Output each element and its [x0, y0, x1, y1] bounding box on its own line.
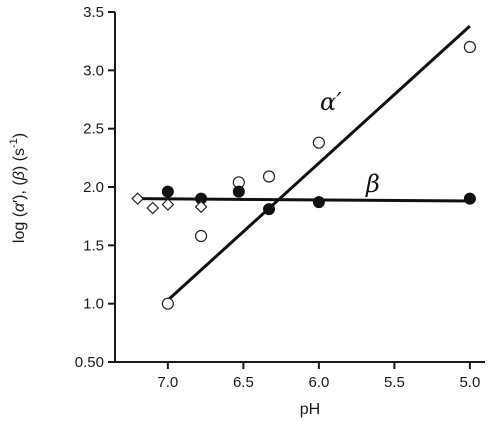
y-ticks: 0.50 1.0 1.5 2.0 2.5 3.0 3.5 — [75, 4, 115, 371]
data-point-filled-circle — [312, 196, 325, 209]
series-label-alpha: α′ — [320, 88, 342, 116]
y-axis-title-alpha-mark: ′ — [11, 200, 28, 203]
y-tick-label: 2.5 — [83, 121, 104, 138]
y-tick-label: 1.5 — [83, 237, 104, 254]
y-tick-label: 3.5 — [83, 4, 104, 21]
data-point-open-diamond — [146, 201, 160, 215]
y-tick-label: 3.0 — [83, 62, 104, 79]
fit-line-beta — [137, 197, 470, 203]
y-axis-title-beta: β — [11, 171, 28, 181]
y-axis-title-exp: -1 — [8, 138, 20, 148]
fit-line-alpha — [166, 24, 471, 302]
y-tick-label: 2.0 — [83, 179, 104, 196]
x-tick-label: 6.0 — [308, 374, 329, 391]
y-axis-title-mid: ), ( — [11, 180, 28, 200]
data-point-filled-circle — [463, 192, 476, 205]
y-axis-title-prefix: log ( — [11, 211, 28, 243]
data-points — [131, 40, 476, 310]
series-label-beta: β — [365, 170, 380, 198]
y-tick-label: 1.0 — [83, 296, 104, 313]
y-axis-title-end: ) — [11, 133, 28, 138]
y-axis-title: log (α′), (β) (s-1) — [8, 133, 28, 243]
data-point-open-circle — [463, 40, 476, 54]
data-point-open-circle — [194, 229, 208, 243]
x-axis-title: pH — [300, 401, 320, 418]
data-point-open-circle — [312, 136, 325, 149]
x-tick-label: 7.0 — [157, 374, 178, 391]
data-point-open-circle — [262, 170, 276, 183]
fit-lines — [137, 24, 471, 302]
data-point-filled-circle — [263, 203, 276, 216]
y-tick-label: 0.50 — [75, 354, 104, 371]
data-point-open-circle — [161, 297, 174, 310]
data-point-filled-circle — [161, 185, 174, 198]
data-point-open-diamond — [161, 198, 175, 211]
y-axis-title-alpha: α — [11, 202, 28, 212]
y-axis-title-close: ) (s — [11, 148, 28, 171]
x-tick-label: 5.0 — [459, 374, 480, 391]
x-tick-label: 6.5 — [233, 374, 254, 391]
x-ticks: 7.0 6.5 6.0 5.5 5.0 — [157, 362, 480, 391]
data-point-filled-circle — [232, 185, 245, 198]
data-point-open-diamond — [131, 192, 145, 206]
data-point-open-diamond — [194, 200, 208, 214]
x-tick-label: 5.5 — [384, 374, 405, 391]
